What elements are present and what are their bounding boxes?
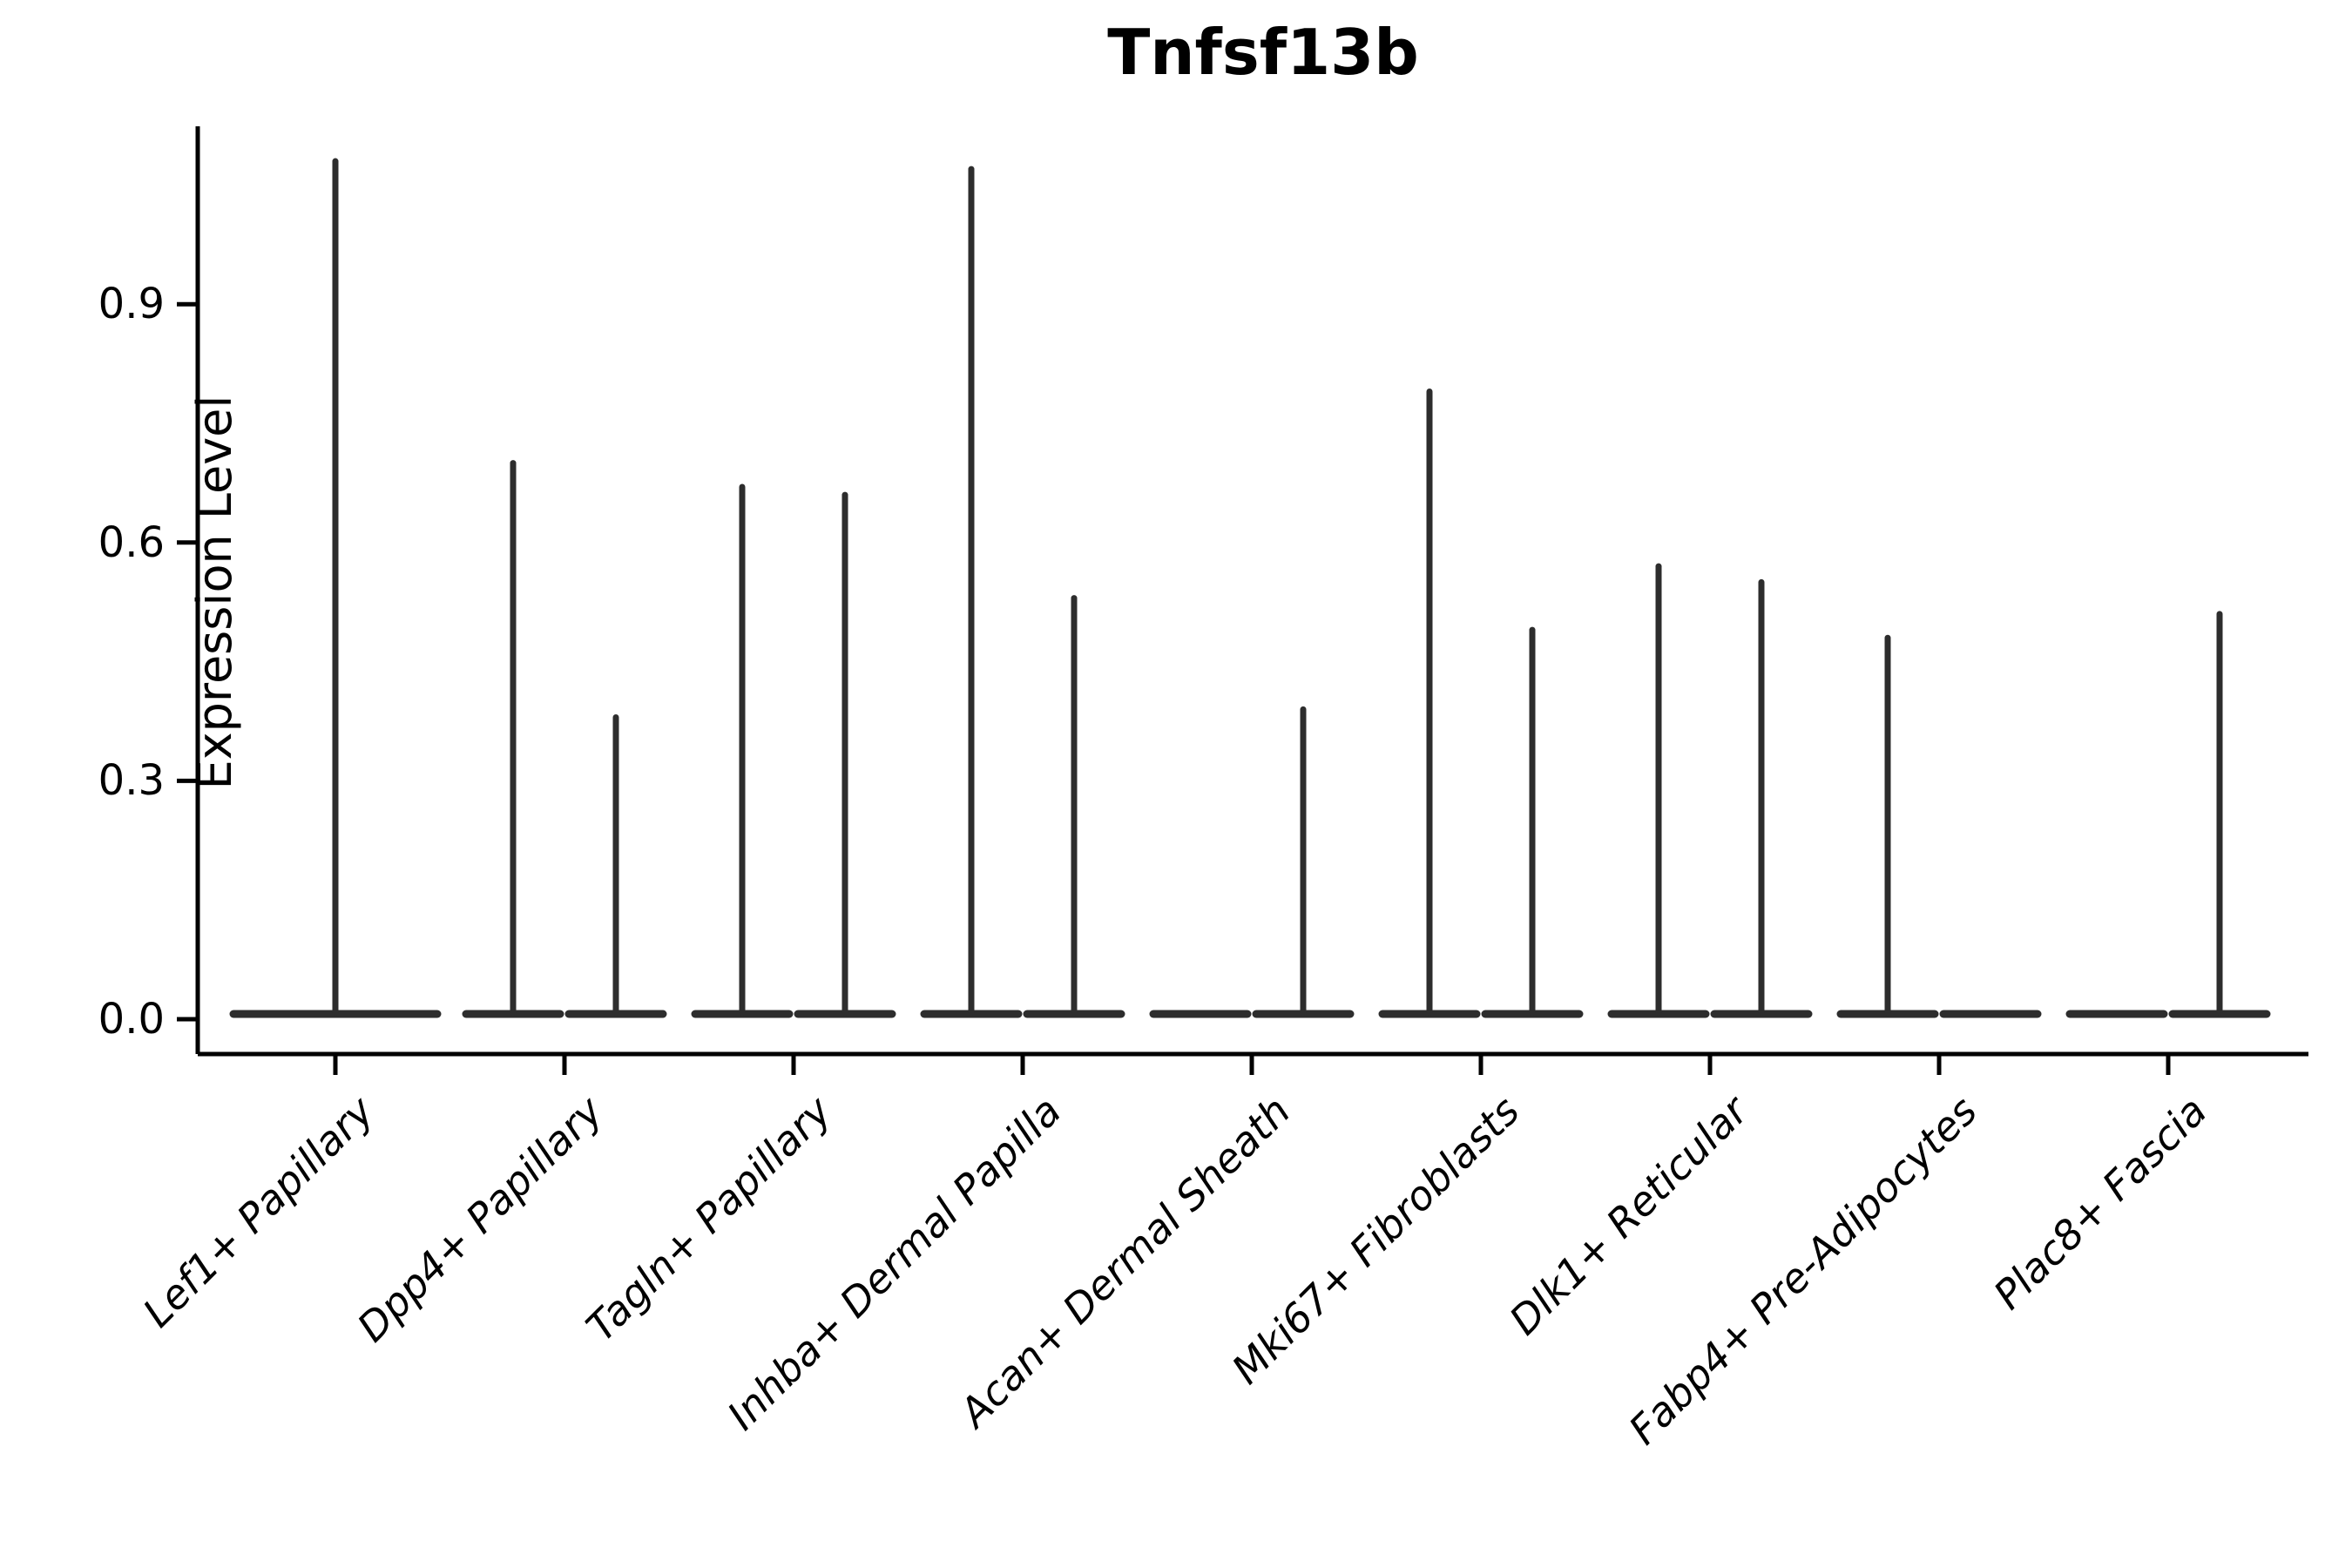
y-axis-label: Expression Level [187,395,242,790]
y-axis-label-text: Expression Level [186,395,242,790]
chart-title: Tnfsf13b [1107,16,1419,89]
y-tick-label: 0.0 [98,995,165,1044]
y-tick-label: 0.3 [98,756,165,806]
y-tick-label: 0.6 [98,517,165,567]
y-tick-label: 0.9 [98,280,165,329]
